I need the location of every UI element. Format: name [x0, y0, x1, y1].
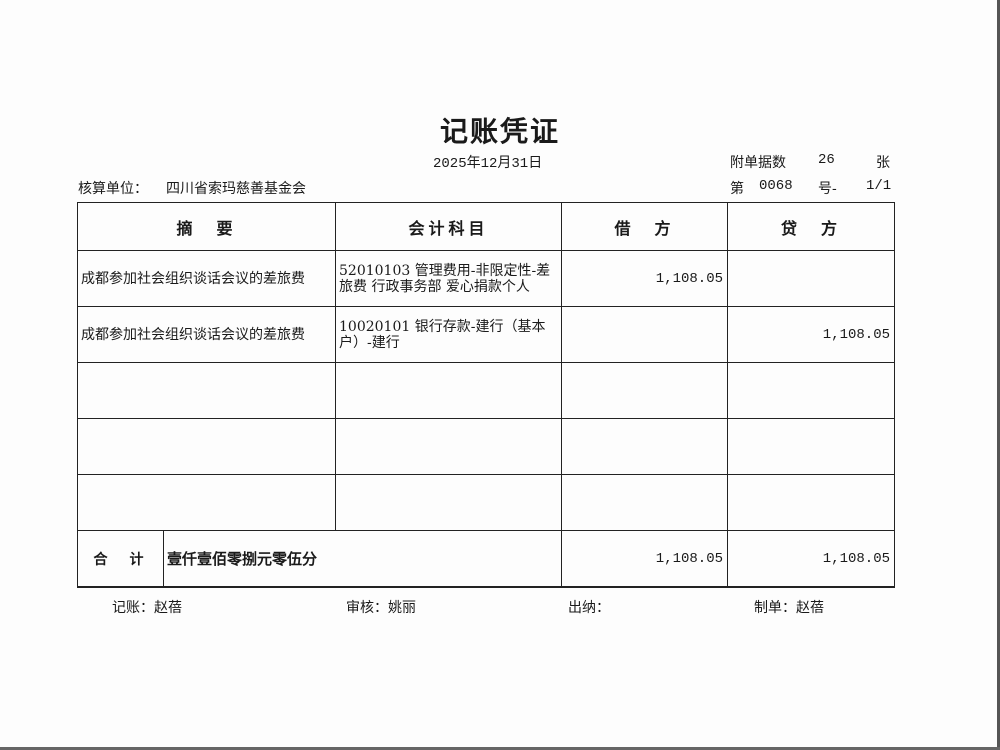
header-account: 会计科目 — [335, 202, 563, 251]
bookkeeper-signature: 记账：赵蓓 — [112, 600, 182, 616]
row-credit — [727, 418, 896, 475]
row-account — [335, 362, 563, 419]
row-summary — [76, 474, 337, 531]
table-row: 成都参加社会组织谈话会议的差旅费 10020101 银行存款-建行（基本户）-建行… — [76, 306, 896, 363]
voucher-no-suffix: 号- — [818, 181, 837, 197]
preparer-signature: 制单：赵蓓 — [754, 600, 824, 616]
attachments-count: 26 — [818, 152, 835, 168]
attachments-unit: 张 — [876, 155, 890, 171]
header-debit: 借 方 — [561, 202, 729, 251]
scan-edge-right — [997, 0, 1000, 750]
row-summary: 成都参加社会组织谈话会议的差旅费 — [76, 250, 337, 307]
voucher-page: 1/1 — [866, 178, 892, 194]
total-label: 合 计 — [77, 530, 164, 588]
header-summary: 摘 要 — [76, 202, 337, 251]
unit-label: 核算单位： — [78, 181, 148, 197]
row-summary — [76, 418, 337, 475]
table-row — [76, 362, 896, 419]
total-credit: 1,108.05 — [727, 530, 896, 588]
attachments-label: 附单据数 — [730, 155, 786, 171]
row-summary — [76, 362, 337, 419]
row-credit — [727, 474, 896, 531]
row-credit: 1,108.05 — [727, 306, 896, 363]
reviewer-signature: 审核：姚丽 — [346, 600, 416, 616]
voucher-no-prefix: 第 — [730, 181, 744, 197]
row-credit — [727, 250, 896, 307]
row-debit — [561, 362, 729, 419]
row-debit — [561, 306, 729, 363]
voucher-title: 记账凭证 — [439, 115, 560, 148]
unit-value: 四川省索玛慈善基金会 — [166, 181, 306, 197]
voucher-date: 2025年12月31日 — [433, 156, 543, 172]
voucher-table: 摘 要 会计科目 借 方 贷 方 成都参加社会组织谈话会议的差旅费 5201010… — [76, 202, 896, 588]
row-debit — [561, 418, 729, 475]
row-debit — [561, 474, 729, 531]
row-debit: 1,108.05 — [561, 250, 729, 307]
table-row: 成都参加社会组织谈话会议的差旅费 52010103 管理费用-非限定性-差旅费 行… — [76, 250, 896, 307]
row-account — [335, 474, 563, 531]
total-in-words: 壹仟壹佰零捌元零伍分 — [162, 530, 563, 588]
row-account: 52010103 管理费用-非限定性-差旅费 行政事务部 爱心捐款个人 — [335, 250, 563, 307]
header-credit: 贷 方 — [727, 202, 896, 251]
table-row — [76, 418, 896, 475]
total-row: 合 计 壹仟壹佰零捌元零伍分 1,108.05 1,108.05 — [77, 530, 896, 588]
row-account: 10020101 银行存款-建行（基本户）-建行 — [335, 306, 563, 363]
total-debit: 1,108.05 — [561, 530, 729, 588]
table-row — [76, 474, 896, 531]
row-credit — [727, 362, 896, 419]
row-account — [335, 418, 563, 475]
cashier-signature: 出纳： — [568, 600, 610, 616]
voucher-number: 0068 — [759, 178, 793, 194]
scan-edge-bottom — [0, 747, 1000, 750]
row-summary: 成都参加社会组织谈话会议的差旅费 — [76, 306, 337, 363]
